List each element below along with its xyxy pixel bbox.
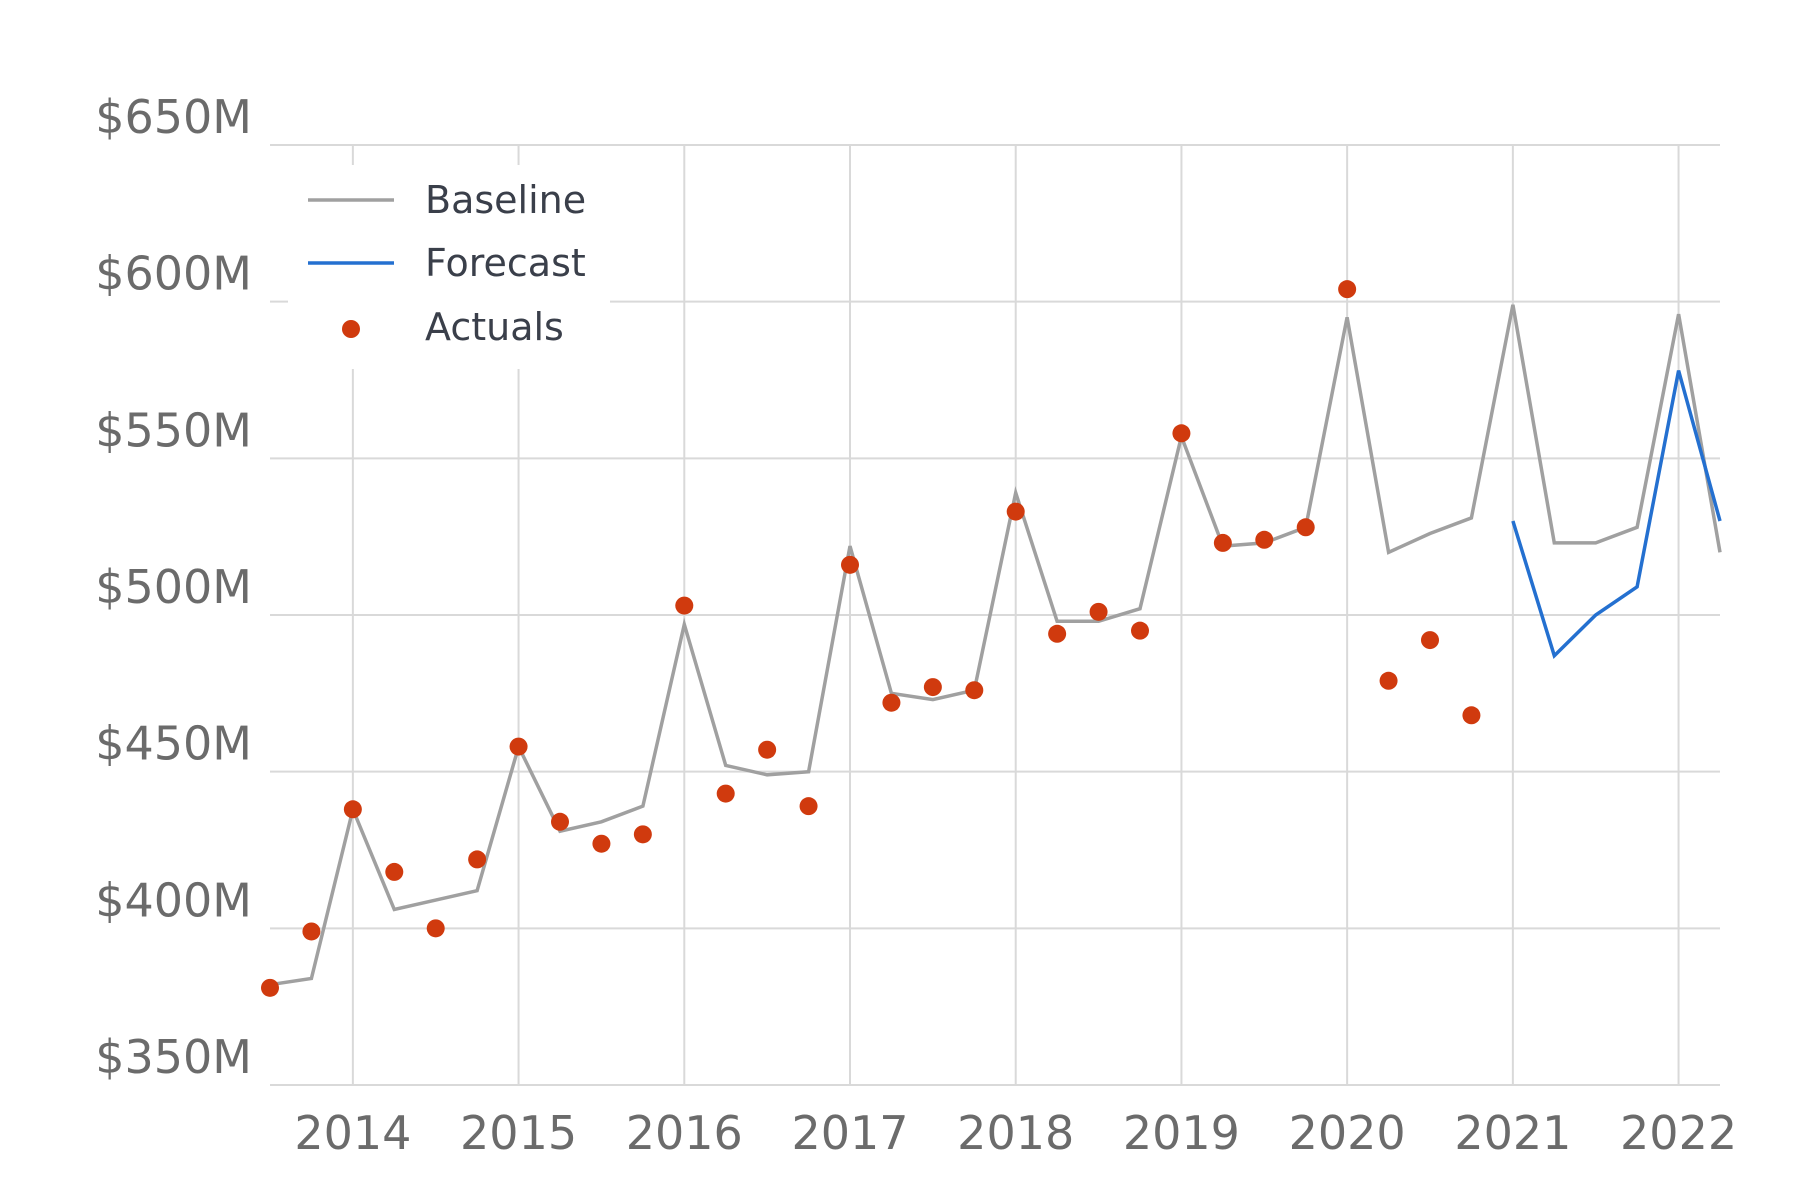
data-point-actuals <box>1006 502 1025 521</box>
data-point-actuals <box>426 919 445 938</box>
data-point-actuals <box>302 922 321 941</box>
data-point-actuals <box>385 862 404 881</box>
data-point-actuals <box>1213 533 1232 552</box>
x-tick-label: 2017 <box>791 1106 908 1160</box>
series-line-forecast <box>1511 370 1722 659</box>
x-tick-label: 2019 <box>1123 1106 1240 1160</box>
legend: Baseline Forecast Actuals <box>288 165 610 369</box>
x-axis: 2014 2015 2016 2017 2018 2019 2020 2021 2022 <box>294 1106 1737 1160</box>
data-point-actuals <box>592 834 611 853</box>
x-tick-label: 2021 <box>1454 1106 1571 1160</box>
data-point-actuals <box>1089 602 1108 621</box>
x-tick-label: 2020 <box>1289 1106 1406 1160</box>
data-point-actuals <box>799 797 818 816</box>
x-tick-label: 2015 <box>460 1106 577 1160</box>
data-point-actuals <box>1255 530 1274 549</box>
data-point-actuals <box>1048 624 1067 643</box>
data-point-actuals <box>882 693 901 712</box>
data-point-actuals <box>1338 280 1357 299</box>
y-tick-label: $600M <box>95 247 252 301</box>
plot-area <box>261 280 1722 997</box>
y-tick-label: $650M <box>95 90 252 144</box>
data-point-actuals <box>1131 621 1149 640</box>
data-point-actuals <box>261 978 279 997</box>
x-tick-label: 2016 <box>626 1106 743 1160</box>
y-tick-label: $450M <box>95 717 252 771</box>
y-tick-label: $550M <box>95 403 252 457</box>
series-line-baseline <box>269 304 1722 987</box>
y-tick-label: $400M <box>95 873 252 927</box>
x-tick-label: 2014 <box>294 1106 411 1160</box>
data-point-actuals <box>1296 518 1315 537</box>
data-point-actuals <box>1462 706 1481 725</box>
legend-swatch-actuals <box>342 320 360 338</box>
data-point-actuals <box>509 737 528 756</box>
x-tick-label: 2022 <box>1620 1106 1737 1160</box>
legend-label-actuals: Actuals <box>425 305 564 349</box>
x-tick-label: 2018 <box>957 1106 1074 1160</box>
data-point-actuals <box>1421 631 1439 650</box>
data-point-actuals <box>1379 671 1398 690</box>
y-axis: $350M $400M $450M $500M $550M $600M $650M <box>95 90 252 1084</box>
legend-label-baseline: Baseline <box>425 178 586 222</box>
data-point-actuals <box>841 555 859 574</box>
data-point-actuals <box>633 825 652 844</box>
data-point-actuals <box>716 784 735 803</box>
data-point-actuals <box>965 681 984 700</box>
data-point-actuals <box>468 850 487 869</box>
y-tick-label: $500M <box>95 560 252 614</box>
data-point-actuals <box>675 596 694 615</box>
data-point-actuals <box>551 812 569 831</box>
data-point-actuals <box>923 678 942 697</box>
legend-label-forecast: Forecast <box>425 241 586 285</box>
data-point-actuals <box>1172 424 1191 443</box>
y-tick-label: $350M <box>95 1030 252 1084</box>
data-point-actuals <box>343 800 362 819</box>
data-point-actuals <box>758 740 777 759</box>
